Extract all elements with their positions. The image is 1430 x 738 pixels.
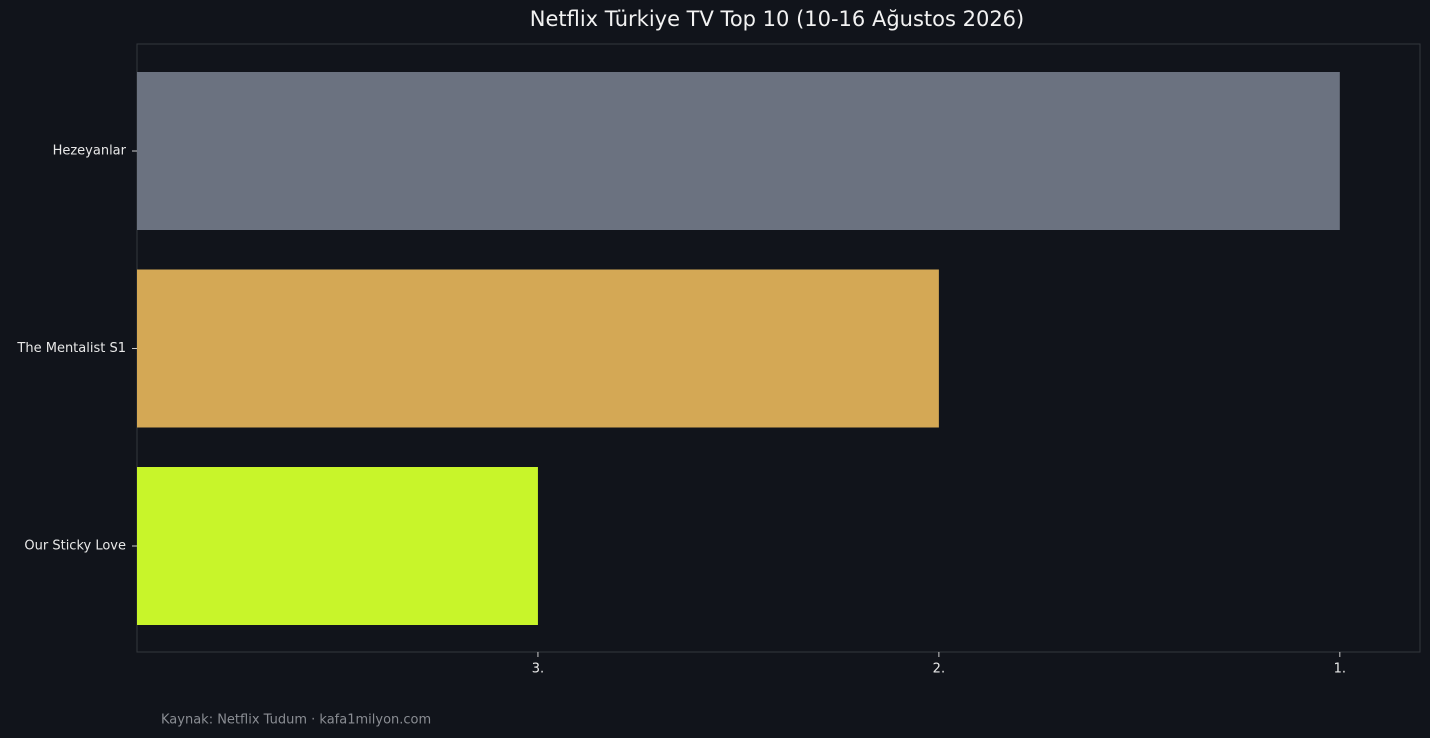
y-tick-label: Our Sticky Love [24, 539, 126, 554]
bar [137, 467, 538, 625]
x-tick-label: 3. [532, 662, 544, 677]
x-tick-label: 1. [1334, 662, 1346, 677]
y-tick-label: Hezeyanlar [53, 144, 127, 159]
source-note: Kaynak: Netflix Tudum · kafa1milyon.com [161, 713, 431, 728]
bar [137, 269, 939, 428]
y-tick-label: The Mentalist S1 [16, 341, 126, 356]
bar [137, 72, 1340, 230]
x-tick-label: 2. [933, 662, 945, 677]
chart-title: Netflix Türkiye TV Top 10 (10-16 Ağustos… [530, 7, 1024, 31]
